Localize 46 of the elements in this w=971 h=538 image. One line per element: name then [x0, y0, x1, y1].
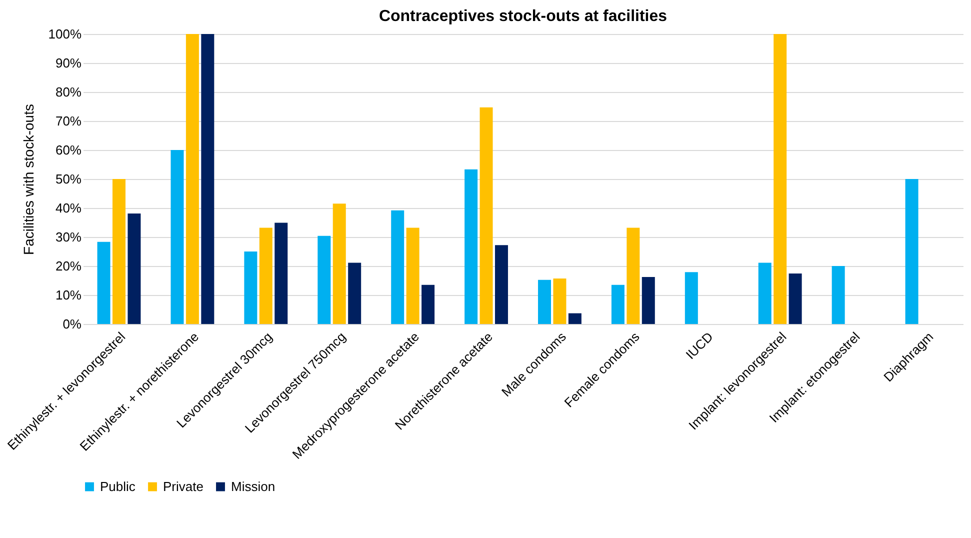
y-tick-label: 20%: [55, 258, 82, 274]
bar: [626, 228, 640, 324]
bar: [348, 262, 362, 324]
y-tick-label: 40%: [55, 200, 82, 216]
bar: [494, 245, 508, 324]
bar: [201, 34, 214, 324]
y-tick-label: 80%: [55, 84, 82, 100]
bar: [788, 274, 802, 324]
y-tick-label: 30%: [55, 230, 82, 244]
bar: [406, 228, 420, 324]
bar: [832, 266, 845, 324]
bar: [774, 34, 787, 324]
bar: [128, 214, 141, 324]
legend-label: Private: [163, 478, 204, 494]
bar: [186, 34, 199, 324]
bar: [97, 242, 110, 324]
bar: [391, 210, 404, 324]
y-tick-label: 50%: [55, 172, 82, 186]
y-axis-title: Facilities with stock-outs: [20, 104, 36, 255]
bar: [684, 272, 698, 324]
bar: [274, 222, 288, 324]
bar: [244, 252, 258, 324]
bar: [259, 228, 272, 324]
bar: [480, 107, 493, 324]
bar: [170, 150, 184, 324]
bar: [758, 262, 772, 324]
bar: [568, 313, 582, 324]
y-tick-label: 60%: [55, 142, 82, 158]
legend-label: Mission: [231, 478, 276, 494]
y-tick-label: 0%: [62, 316, 82, 332]
bar: [553, 278, 566, 324]
bar: [112, 179, 126, 324]
chart-title: Contraceptives stock-outs at facilities: [378, 8, 668, 25]
bar: [642, 277, 655, 324]
y-tick-label: 70%: [55, 114, 82, 128]
legend-label: Public: [100, 478, 136, 494]
bar: [611, 284, 624, 324]
bar: [905, 179, 918, 324]
bar: [538, 280, 552, 324]
bar: [422, 284, 435, 324]
y-tick-label: 100%: [48, 26, 82, 42]
bar: [332, 204, 346, 324]
y-tick-label: 90%: [55, 56, 82, 70]
y-tick-label: 10%: [55, 288, 82, 302]
bar: [318, 236, 331, 324]
bar: [464, 169, 478, 324]
